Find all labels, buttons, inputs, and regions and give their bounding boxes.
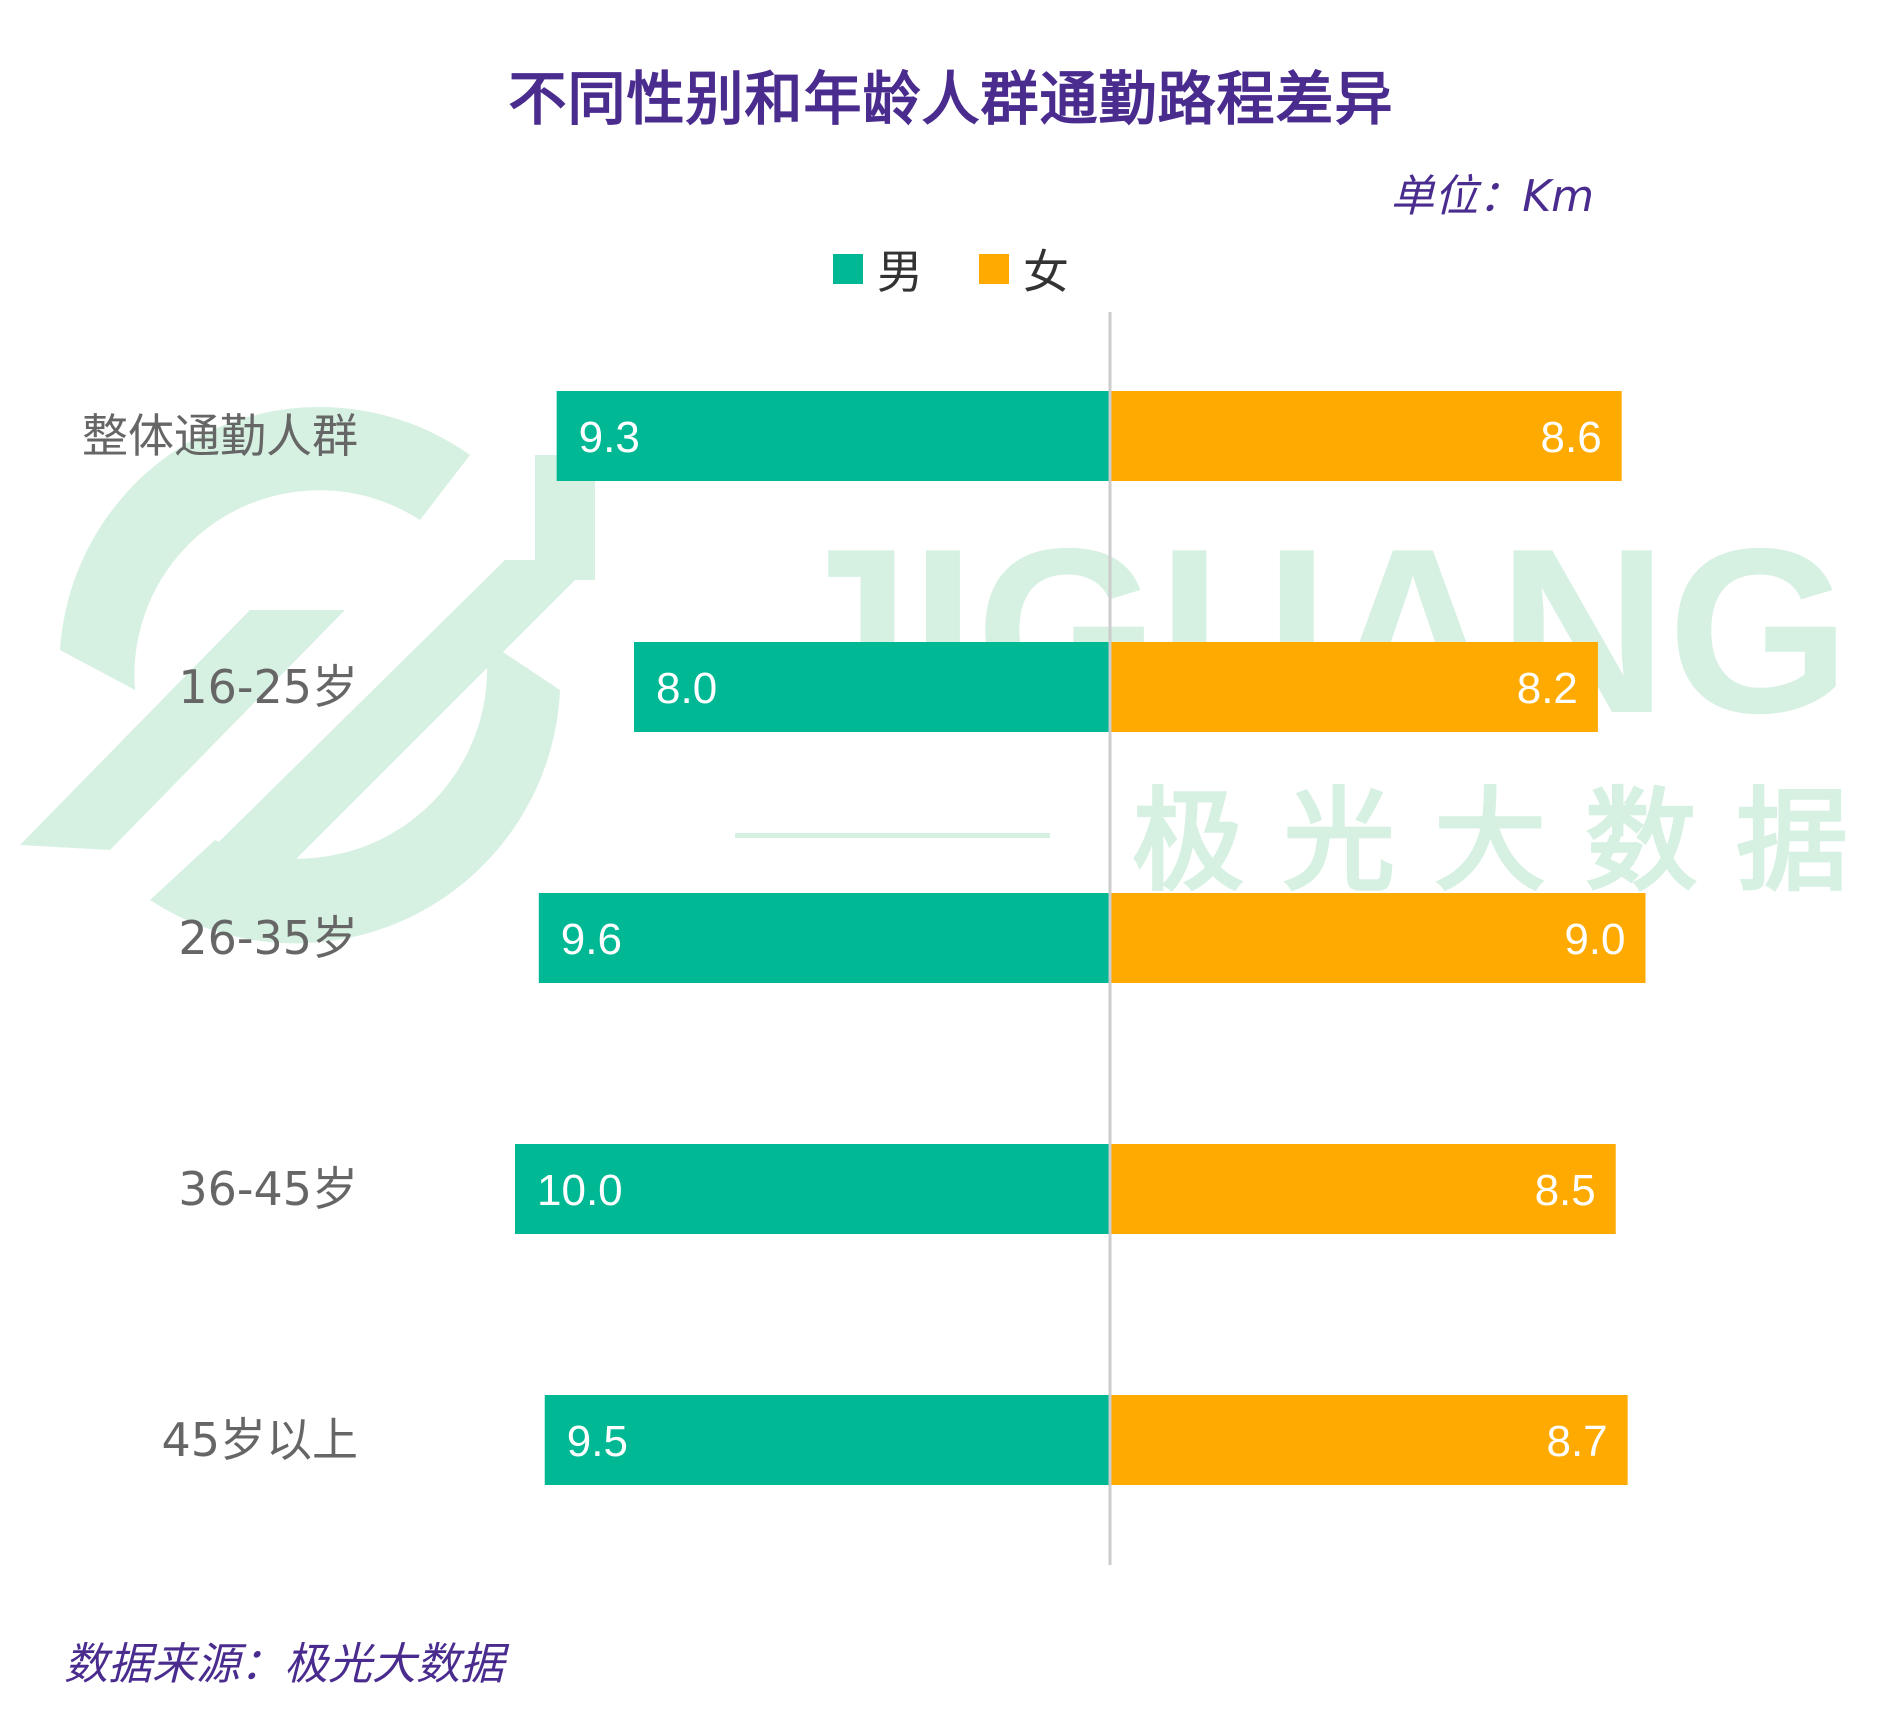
source-label: 数据来源：极光大数据 <box>64 1639 504 1690</box>
bar-female-3 <box>1110 1144 1616 1234</box>
bar-female-0 <box>1110 391 1622 481</box>
category-label-2: 26-35岁 <box>178 911 358 965</box>
category-label-4: 45岁以上 <box>161 1413 358 1467</box>
bar-male-3 <box>515 1144 1110 1234</box>
category-label-3: 36-45岁 <box>178 1162 358 1216</box>
value-label-male-3: 10.0 <box>537 1166 623 1215</box>
value-label-female-1: 8.2 <box>1517 664 1578 713</box>
value-label-female-3: 8.5 <box>1535 1166 1596 1215</box>
unit-label: 单位：Km <box>1390 171 1594 222</box>
value-label-male-0: 9.3 <box>579 413 640 462</box>
bar-male-4 <box>544 1395 1110 1485</box>
value-label-female-0: 8.6 <box>1541 413 1602 462</box>
legend-label-female: 女 <box>1023 245 1069 299</box>
value-label-female-4: 8.7 <box>1546 1417 1607 1466</box>
category-label-0: 整体通勤人群 <box>82 409 358 463</box>
bar-male-0 <box>556 391 1110 481</box>
bar-male-2 <box>538 893 1110 983</box>
legend-item-female: 女 <box>979 236 1069 302</box>
legend-swatch-female <box>979 254 1009 284</box>
bar-female-4 <box>1110 1395 1628 1485</box>
legend: 男 女 <box>0 236 1902 302</box>
value-label-male-2: 9.6 <box>561 915 622 964</box>
category-label-1: 16-25岁 <box>178 660 358 714</box>
bar-female-2 <box>1110 893 1646 983</box>
value-label-female-2: 9.0 <box>1564 915 1625 964</box>
legend-swatch-male <box>833 254 863 284</box>
value-label-male-1: 8.0 <box>656 664 717 713</box>
bar-female-1 <box>1110 642 1598 732</box>
chart-title: 不同性别和年龄人群通勤路程差异 <box>508 65 1394 133</box>
legend-item-male: 男 <box>833 236 923 302</box>
legend-label-male: 男 <box>877 245 923 299</box>
bar-male-1 <box>634 642 1110 732</box>
value-label-male-4: 9.5 <box>567 1417 628 1466</box>
